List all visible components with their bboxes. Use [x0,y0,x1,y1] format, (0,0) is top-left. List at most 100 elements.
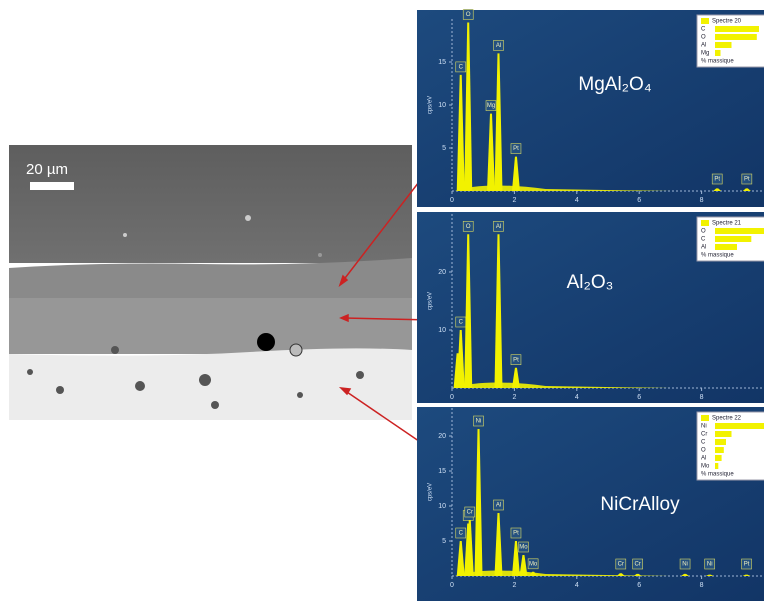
peak [742,574,751,576]
peak [713,188,722,191]
legend-item: O [701,35,706,41]
peak-label-box [493,40,504,51]
peak-label: Mo [529,561,538,567]
legend-bar [715,244,737,250]
peak-label: O [466,12,471,18]
continuum [455,570,671,576]
peak [456,541,465,576]
legend-title: Spectre 21 [712,221,742,227]
x-tick-label: 8 [700,197,704,204]
legend-swatch [701,415,709,421]
legend-footer: % massique [701,472,734,478]
peak [465,520,474,576]
legend-bar [715,228,764,234]
legend-bar [715,34,757,40]
peak [494,513,503,576]
legend-item: O [701,229,706,235]
peak [464,22,473,191]
peak [529,571,538,576]
sem-al2o3-layer [9,298,412,354]
peak-label-box [455,61,467,73]
sem-image: 20 µm [9,145,412,420]
peak-label-box [493,221,504,232]
peak-label-box [485,100,497,111]
peak [456,74,465,191]
x-tick-label: 0 [450,582,454,589]
peak-label-box [510,354,522,366]
x-tick-label: 0 [450,394,454,401]
legend-item: Al [701,456,706,462]
peak-label-box [679,558,691,570]
peak-label: Cr [467,510,473,516]
peak [511,156,520,191]
y-axis-label: cps/eV [428,483,434,501]
peak-label: Ni [682,562,688,568]
y-axis-label: cps/eV [428,96,434,114]
peak [681,573,690,576]
peak-label: Ni [476,419,482,425]
continuum [455,382,671,388]
y-tick-label: 15 [438,468,446,475]
peak-label-box [632,558,643,570]
peak-label-box [704,558,716,570]
sem-particle [289,343,303,357]
y-tick-label: 10 [438,102,446,109]
sem-mgal2o4-layer [9,258,412,300]
x-tick-label: 4 [575,197,579,204]
peak-label: Al [496,224,501,230]
peak-label: Pt [513,531,519,537]
legend-swatch [701,220,709,226]
peak-label-box [464,506,476,518]
peak-label-box [741,558,752,570]
peak-label: C [459,64,464,70]
x-tick-label: 6 [637,394,641,401]
y-tick-label: 20 [438,433,446,440]
peak [464,234,473,388]
peak-label: Cr [634,562,640,568]
y-tick-label: 10 [438,327,446,334]
y-tick-label: 15 [438,59,446,66]
peak-label: Mo [519,545,528,551]
legend-item: C [701,27,706,33]
spectrum-panel: 510152002468cps/eVCOCrNiAlPtMoMoCrCrNiNi… [417,407,764,601]
peak-label-box [510,143,522,154]
legend-bar [715,42,732,48]
y-tick-label: 10 [438,503,446,510]
peak-label-box [741,173,753,185]
legend-bar [715,431,732,437]
y-axis-label: cps/eV [428,292,434,310]
peak-label-box [510,527,522,539]
legend-item: Al [701,245,706,251]
x-tick-label: 4 [575,394,579,401]
peak-label-box [493,499,504,511]
legend-item: C [701,237,706,243]
peak [519,555,528,576]
peak-label-box [455,527,467,539]
legend-bar [715,463,719,469]
legend-bar [715,26,759,32]
peak [616,573,625,576]
peak-label: Cr [618,562,624,568]
x-tick-label: 2 [512,394,516,401]
annotation: MgAl₂O₄ [578,74,651,95]
x-tick-label: 8 [700,394,704,401]
legend-item: C [701,440,706,446]
legend-title: Spectre 20 [712,19,742,25]
peak-label: C [459,531,464,537]
peak-label: Al [496,43,501,49]
legend-bar [715,439,726,445]
peak-label: Ni [707,562,713,568]
sem-pore [257,333,275,351]
y-tick-label: 5 [442,538,446,545]
scale-label: 20 µm [26,161,68,178]
peak [474,429,483,576]
legend-bar [715,423,764,429]
y-tick-label: 20 [438,269,446,276]
legend-footer: % massique [701,59,734,65]
legend-bar [715,236,752,242]
continuum [455,185,671,191]
peak-label: Al [496,503,501,509]
